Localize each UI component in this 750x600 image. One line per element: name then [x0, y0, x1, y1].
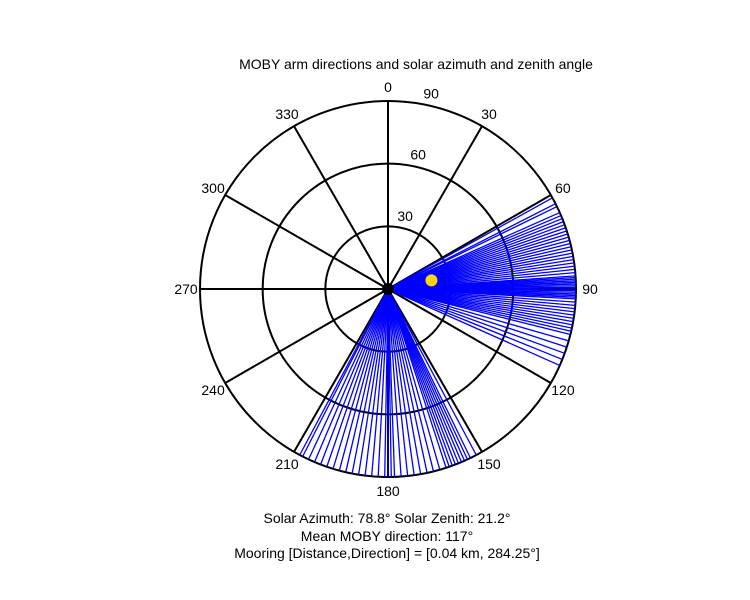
solar-caption: Solar Azimuth: 78.8° Solar Zenith: 21.2°: [264, 510, 511, 526]
angle-label-30: 30: [481, 106, 497, 122]
arm-line-80: [345, 288, 389, 473]
arm-line-50: [387, 288, 567, 348]
arm-line-68: [387, 288, 415, 476]
angle-label-90: 90: [582, 281, 598, 297]
arm-line-84: [320, 288, 389, 465]
angle-tick-labels: 0 30 60 90 120 150 180 210 240 270 300 330: [174, 79, 598, 499]
arm-line-2: [387, 206, 558, 290]
arm-line-79: [351, 288, 389, 474]
angle-label-0: 0: [384, 79, 392, 95]
arm-line-65: [387, 288, 435, 472]
radial-tick-labels: 30 60 90: [397, 85, 439, 224]
arm-line-67: [387, 288, 422, 475]
arm-line-48: [387, 288, 571, 336]
radial-label-90: 90: [423, 85, 439, 101]
angle-label-60: 60: [555, 180, 571, 196]
angle-label-240: 240: [201, 382, 225, 398]
arm-line-76: [370, 288, 389, 477]
arm-line-69: [387, 288, 409, 477]
center-marker: [382, 283, 394, 295]
arm-line-54: [387, 288, 477, 456]
arm-line-78: [357, 288, 389, 475]
angle-label-300: 300: [201, 180, 225, 196]
arm-line-63: [387, 288, 447, 468]
arm-line-49: [387, 288, 569, 342]
arm-line-52: [387, 288, 563, 361]
arm-line-88: [299, 288, 389, 456]
angle-label-120: 120: [551, 382, 575, 398]
arm-line-0: [387, 197, 553, 290]
arm-line-81: [338, 288, 389, 471]
moby-arm-lines: [299, 197, 576, 477]
arm-line-70: [387, 288, 402, 477]
markers: [382, 274, 438, 295]
angle-label-270: 270: [174, 281, 198, 297]
arm-line-83: [326, 288, 389, 467]
arm-line-66: [387, 288, 428, 474]
arm-line-64: [387, 288, 441, 470]
mooring-caption: Mooring [Distance,Direction] = [0.04 km,…: [234, 545, 540, 561]
arm-line-85: [313, 288, 389, 463]
radial-label-60: 60: [410, 147, 426, 163]
angle-label-150: 150: [477, 456, 501, 472]
angle-label-180: 180: [376, 483, 400, 499]
angle-label-330: 330: [275, 106, 299, 122]
chart-title: MOBY arm directions and solar azimuth an…: [239, 56, 593, 72]
arm-line-77: [364, 288, 389, 476]
mean-direction-caption: Mean MOBY direction: 117°: [301, 528, 473, 544]
radial-label-30: 30: [397, 208, 413, 224]
arm-line-82: [332, 288, 389, 469]
arm-line-53: [387, 288, 561, 367]
arm-line-75: [377, 288, 389, 477]
arm-line-51: [387, 288, 565, 354]
arm-line-86: [307, 288, 389, 460]
angle-label-210: 210: [275, 456, 299, 472]
arm-line-74: [384, 288, 389, 477]
sun-marker: [425, 274, 438, 287]
